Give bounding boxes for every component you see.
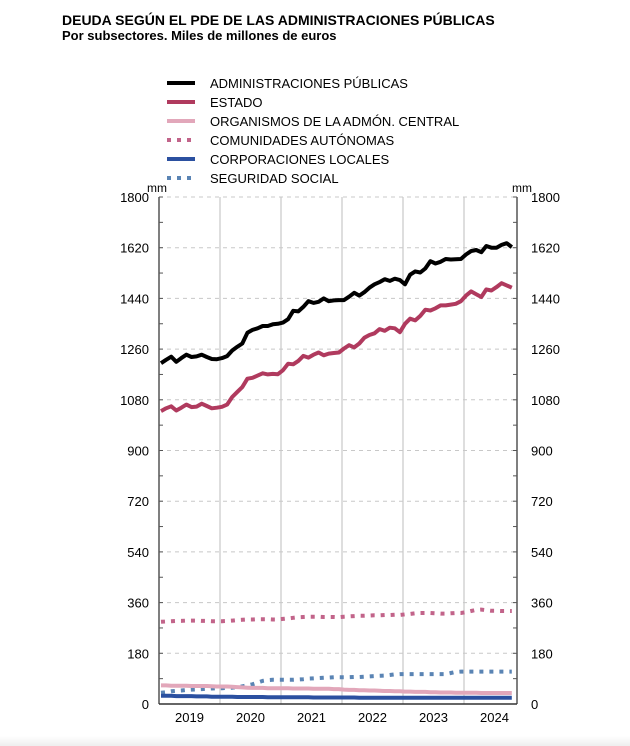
right-tick-label: 1800: [531, 190, 560, 205]
legend-label: ORGANISMOS DE LA ADMÓN. CENTRAL: [210, 114, 459, 129]
legend-label: ESTADO: [210, 95, 263, 110]
left-tick-label: 1080: [120, 393, 149, 408]
series-line-5: [160, 669, 512, 695]
left-tick-label: 180: [127, 646, 149, 661]
legend-label: SEGURIDAD SOCIAL: [210, 171, 339, 186]
legend-label: COMUNIDADES AUTÓNOMAS: [210, 133, 395, 148]
series-line-2: [161, 683, 512, 695]
series-line-0: [159, 241, 514, 365]
legend-label: ADMINISTRACIONES PÚBLICAS: [210, 76, 408, 91]
page-edge: [0, 736, 630, 746]
right-tick-label: 360: [531, 596, 553, 611]
right-tick-label: 0: [531, 697, 538, 712]
left-tick-label: 1800: [120, 190, 149, 205]
chart-title: DEUDA SEGÚN EL PDE DE LAS ADMINISTRACION…: [62, 12, 495, 28]
left-tick-label: 1440: [120, 291, 149, 306]
x-tick-label: 2019: [175, 710, 204, 725]
right-tick-label: 180: [531, 646, 553, 661]
right-tick-label: 1080: [531, 393, 560, 408]
left-tick-label: 360: [127, 596, 149, 611]
legend-label: CORPORACIONES LOCALES: [210, 152, 389, 167]
left-tick-label: 720: [127, 494, 149, 509]
x-tick-label: 2024: [480, 710, 509, 725]
series-line-1: [160, 281, 513, 413]
left-unit-label: mm: [147, 181, 167, 195]
x-tick-label: 2020: [236, 710, 265, 725]
right-tick-label: 1440: [531, 291, 560, 306]
right-tick-label: 1620: [531, 241, 560, 256]
series-line-4: [161, 693, 512, 700]
left-tick-label: 900: [127, 444, 149, 459]
series-line-3: [160, 607, 512, 624]
left-tick-label: 540: [127, 545, 149, 560]
x-tick-label: 2023: [419, 710, 448, 725]
left-tick-label: 1260: [120, 342, 149, 357]
left-tick-label: 1620: [120, 241, 149, 256]
x-tick-label: 2021: [297, 710, 326, 725]
left-tick-label: 0: [142, 697, 149, 712]
chart-subtitle: Por subsectores. Miles de millones de eu…: [62, 28, 337, 43]
right-tick-label: 540: [531, 545, 553, 560]
right-tick-label: 720: [531, 494, 553, 509]
x-tick-label: 2022: [358, 710, 387, 725]
right-tick-label: 1260: [531, 342, 560, 357]
right-tick-label: 900: [531, 444, 553, 459]
right-unit-label: mm: [512, 181, 532, 195]
